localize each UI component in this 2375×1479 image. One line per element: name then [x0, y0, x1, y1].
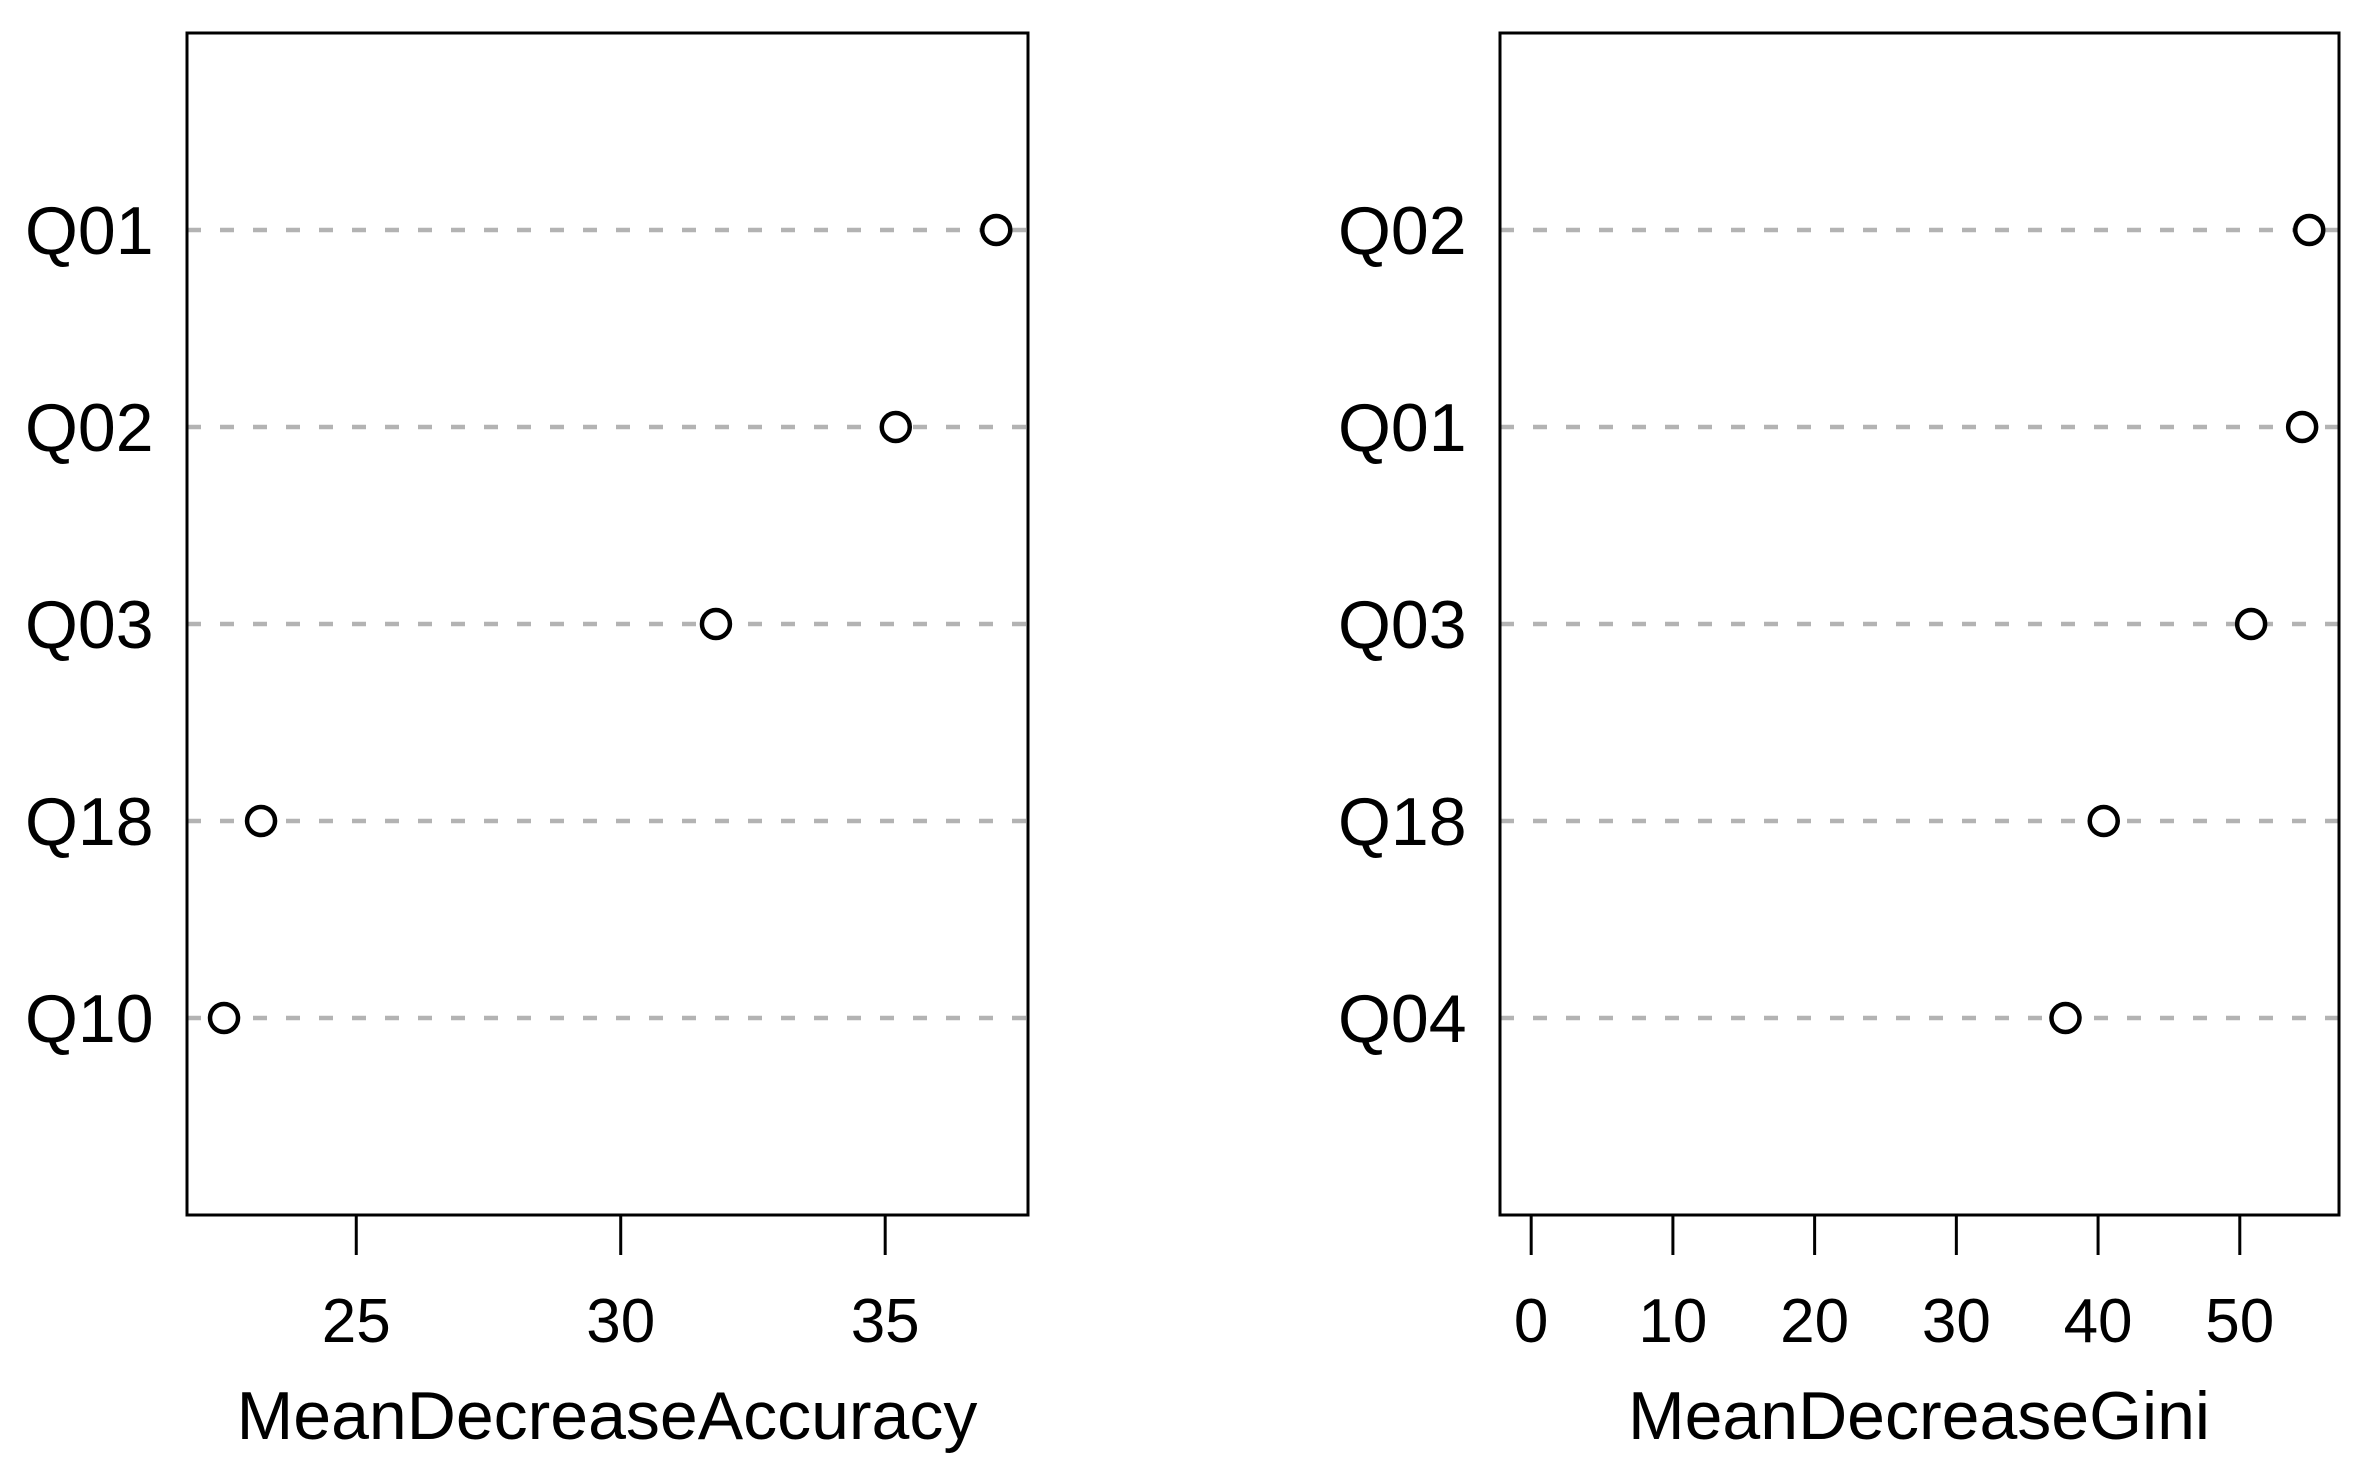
- data-point-circle: [244, 804, 278, 838]
- data-point-circle: [699, 607, 733, 641]
- gini-axis-title: MeanDecreaseGini: [1628, 1378, 2210, 1454]
- x-tick-label: 35: [851, 1287, 920, 1356]
- data-point-circle: [2087, 804, 2120, 838]
- x-tick-label: 10: [1638, 1287, 1707, 1356]
- category-label: Q04: [1338, 981, 1467, 1057]
- category-label: Q01: [25, 193, 154, 269]
- category-label: Q01: [1338, 390, 1467, 466]
- accuracy-axis-title: MeanDecreaseAccuracy: [237, 1378, 978, 1454]
- x-tick-label: 30: [586, 1287, 655, 1356]
- data-point-circle: [2234, 607, 2268, 641]
- category-label: Q18: [25, 784, 154, 860]
- panel-border: [185, 31, 1030, 1217]
- x-tick-label: 25: [322, 1287, 391, 1356]
- category-label: Q03: [25, 587, 154, 663]
- category-label: Q02: [25, 390, 154, 466]
- category-label: Q02: [1338, 193, 1467, 269]
- data-point-circle: [2049, 1001, 2082, 1035]
- panel-border: [1498, 31, 2341, 1217]
- x-tick-label: 30: [1922, 1287, 1991, 1356]
- gini-panel: Q02 Q01 Q03 Q18 Q04 0 10 20 30 40 50: [1338, 31, 2341, 1356]
- x-tick-label: 50: [2205, 1287, 2274, 1356]
- data-point-circle: [980, 213, 1013, 247]
- data-point-circle: [879, 410, 913, 444]
- accuracy-panel: Q01 Q02 Q03 Q18 Q10 25 30 35: [25, 31, 1030, 1356]
- x-tick-label: 20: [1780, 1287, 1849, 1356]
- x-tick-label: 0: [1514, 1287, 1548, 1356]
- x-tick-label: 40: [2064, 1287, 2133, 1356]
- data-point-circle: [207, 1001, 241, 1035]
- category-label: Q18: [1338, 784, 1467, 860]
- category-label: Q03: [1338, 587, 1467, 663]
- category-label: Q10: [25, 981, 154, 1057]
- data-point-circle: [2292, 213, 2326, 247]
- data-point-circle: [2285, 410, 2319, 444]
